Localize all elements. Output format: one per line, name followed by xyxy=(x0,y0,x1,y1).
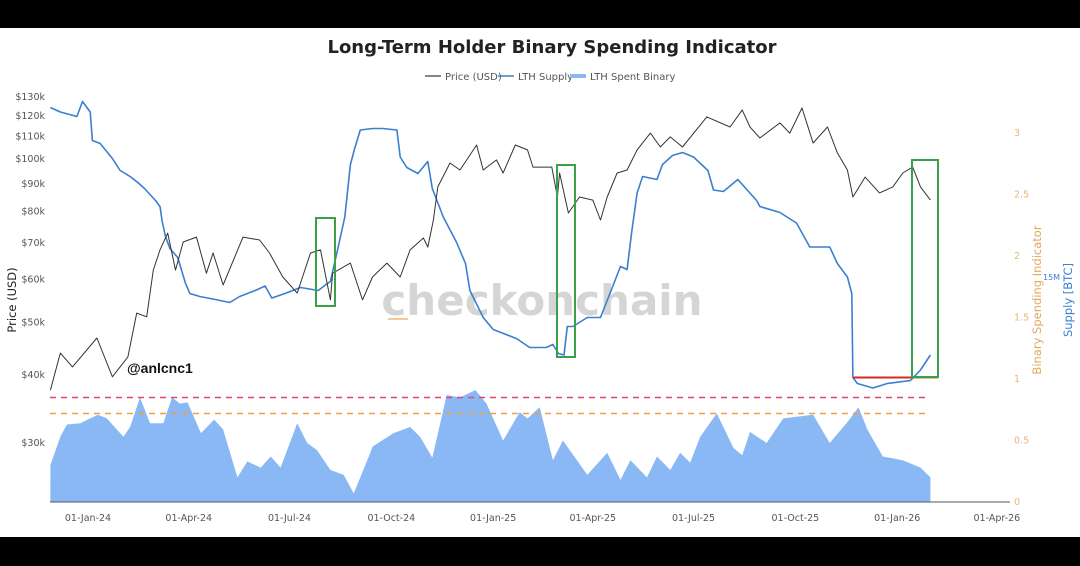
legend-price[interactable]: Price (USD) xyxy=(445,72,502,83)
chart-svg: Long-Term Holder Binary Spending Indicat… xyxy=(5,37,1075,524)
highlight-box xyxy=(556,164,576,358)
y-right-tick-label: 2.5 xyxy=(1014,190,1029,201)
legend-supply[interactable]: LTH Supply xyxy=(518,72,573,83)
y-right-tick-label: 0.5 xyxy=(1014,436,1029,447)
y-left-tick-label: $100k xyxy=(15,154,45,165)
threshold-layer xyxy=(50,396,930,415)
y-left-tick-label: $40k xyxy=(21,370,45,381)
supply-tick-15m: 15M xyxy=(1043,273,1060,282)
y-left-tick-label: $130k xyxy=(15,92,45,103)
y-axis-left-ticks: $130k $120k $110k $100k $90k $80k $70k $60k $50k… xyxy=(15,92,45,449)
y-left-tick-label: $30k xyxy=(21,438,45,449)
y-right-tick-label: 1 xyxy=(1014,374,1020,385)
y-left-tick-label: $70k xyxy=(21,238,45,249)
y-left-tick-label: $80k xyxy=(21,207,45,218)
legend-binary[interactable]: LTH Spent Binary xyxy=(590,72,676,83)
author-handle: @anlcnc1 xyxy=(127,360,193,376)
chart-title: Long-Term Holder Binary Spending Indicat… xyxy=(327,37,776,58)
y-left-tick-label: $120k xyxy=(15,111,45,122)
supply-line xyxy=(50,100,932,389)
y-left-tick-label: $60k xyxy=(21,274,45,285)
y-axis-right-ticks: 3 2.5 2 1.5 1 0.5 0 xyxy=(1014,128,1029,508)
legend: Price (USD) LTH Supply LTH Spent Binary xyxy=(425,72,676,83)
y-right-tick-label: 2 xyxy=(1014,251,1020,262)
x-tick-label: 01-Oct-24 xyxy=(367,513,415,524)
y-left-tick-label: $90k xyxy=(21,179,45,190)
y-left-tick-label: $50k xyxy=(21,317,45,328)
y-axis-supply-label: Supply [BTC] xyxy=(1061,263,1075,337)
x-tick-label: 01-Jul-25 xyxy=(672,513,715,524)
x-axis-ticks: 01-Jan-24 01-Apr-24 01-Jul-24 01-Oct-24 01-J… xyxy=(65,513,1020,524)
lines-layer xyxy=(49,100,932,391)
highlight-box xyxy=(315,217,336,307)
y-right-tick-label: 1.5 xyxy=(1014,313,1029,324)
x-tick-label: 01-Jan-25 xyxy=(470,513,516,524)
y-axis-left-label: Price (USD) xyxy=(5,267,19,332)
x-tick-label: 01-Apr-25 xyxy=(569,513,616,524)
x-tick-label: 01-Jan-24 xyxy=(65,513,111,524)
y-axis-binary-label: Binary Spending Indicator xyxy=(1030,225,1044,374)
y-right-tick-label: 3 xyxy=(1014,128,1020,139)
x-tick-label: 01-Apr-24 xyxy=(165,513,212,524)
x-tick-label: 01-Apr-26 xyxy=(974,513,1021,524)
binary-area-layer xyxy=(50,390,931,502)
highlight-box xyxy=(911,159,939,378)
highlight-boxes xyxy=(315,159,939,379)
binary-area xyxy=(50,390,931,502)
price-line xyxy=(49,107,931,391)
x-tick-label: 01-Jul-24 xyxy=(268,513,311,524)
watermark: checkonchain xyxy=(381,276,702,325)
y-right-tick-label: 0 xyxy=(1014,497,1020,508)
y-left-tick-label: $110k xyxy=(15,131,45,142)
x-tick-label: 01-Jan-26 xyxy=(874,513,920,524)
x-tick-label: 01-Oct-25 xyxy=(772,513,820,524)
chart-canvas: Long-Term Holder Binary Spending Indicat… xyxy=(0,28,1080,537)
